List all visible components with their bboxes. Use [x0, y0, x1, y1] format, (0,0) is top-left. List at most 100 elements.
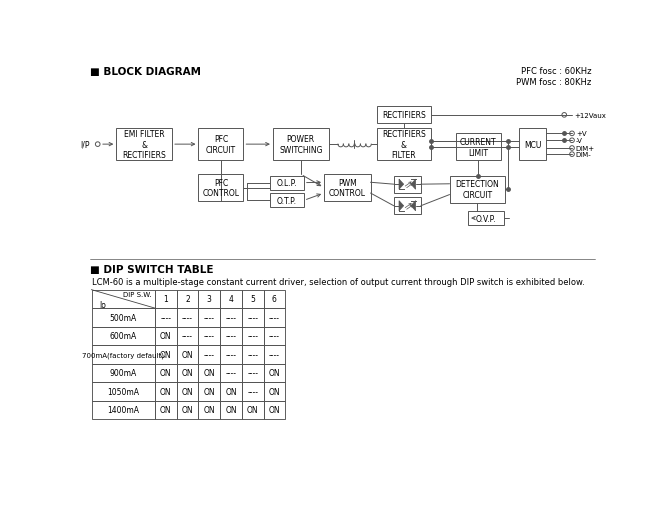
Text: 700mA(factory default): 700mA(factory default) — [82, 351, 164, 358]
Text: ----: ---- — [269, 313, 280, 322]
Bar — [220, 364, 242, 382]
Text: Io: Io — [100, 300, 107, 309]
Bar — [242, 401, 263, 419]
Bar — [155, 401, 177, 419]
Text: 6: 6 — [272, 295, 277, 304]
Bar — [220, 401, 242, 419]
Text: ON: ON — [160, 350, 172, 359]
Text: ----: ---- — [204, 313, 215, 322]
Bar — [177, 346, 198, 364]
Text: ON: ON — [204, 369, 215, 378]
Bar — [177, 364, 198, 382]
Text: ----: ---- — [204, 332, 215, 341]
Bar — [270, 194, 304, 208]
Text: ----: ---- — [226, 332, 237, 341]
Text: POWER
SWITCHING: POWER SWITCHING — [279, 135, 322, 155]
Text: DIM-: DIM- — [576, 152, 592, 158]
Text: CURRENT
LIMIT: CURRENT LIMIT — [460, 138, 496, 157]
Bar — [198, 382, 220, 401]
Bar — [220, 346, 242, 364]
Bar — [92, 346, 155, 364]
Text: RECTIFIERS: RECTIFIERS — [382, 111, 425, 120]
Bar — [263, 382, 285, 401]
Bar — [468, 212, 504, 225]
Bar — [92, 308, 155, 327]
Bar — [177, 382, 198, 401]
Text: 900mA: 900mA — [110, 369, 137, 378]
Bar — [155, 346, 177, 364]
Text: PFC
CIRCUIT: PFC CIRCUIT — [206, 135, 236, 155]
Bar — [242, 290, 263, 308]
Text: DIM+: DIM+ — [576, 146, 595, 152]
Bar — [324, 175, 371, 202]
Bar — [177, 401, 198, 419]
Bar — [450, 176, 505, 203]
Text: ----: ---- — [247, 369, 258, 378]
Text: O.T.P.: O.T.P. — [277, 196, 297, 206]
Text: 600mA: 600mA — [110, 332, 137, 341]
Bar — [92, 327, 155, 346]
Text: ----: ---- — [226, 313, 237, 322]
Bar — [198, 129, 243, 161]
Polygon shape — [411, 201, 415, 211]
Bar — [263, 364, 285, 382]
Text: 1: 1 — [163, 295, 168, 304]
Text: ----: ---- — [182, 332, 193, 341]
Text: ON: ON — [182, 406, 194, 414]
Bar — [242, 364, 263, 382]
Bar — [242, 346, 263, 364]
Text: 5: 5 — [251, 295, 255, 304]
Text: RECTIFIERS
&
FILTER: RECTIFIERS & FILTER — [382, 130, 425, 160]
Bar — [220, 290, 242, 308]
Bar — [198, 327, 220, 346]
Text: ----: ---- — [160, 313, 172, 322]
Bar — [394, 198, 421, 215]
Bar — [92, 290, 155, 308]
Bar — [220, 327, 242, 346]
Text: ----: ---- — [226, 369, 237, 378]
Text: ON: ON — [269, 406, 280, 414]
Bar — [263, 401, 285, 419]
Bar — [92, 364, 155, 382]
Text: ■ BLOCK DIAGRAM: ■ BLOCK DIAGRAM — [90, 67, 201, 77]
Text: +V: +V — [576, 131, 586, 137]
Text: ON: ON — [160, 369, 172, 378]
Text: ----: ---- — [269, 350, 280, 359]
Text: ----: ---- — [247, 332, 258, 341]
Text: ■ DIP SWITCH TABLE: ■ DIP SWITCH TABLE — [90, 265, 214, 275]
Text: EMI FILTER
&
RECTIFIERS: EMI FILTER & RECTIFIERS — [123, 130, 166, 160]
Text: ----: ---- — [204, 350, 215, 359]
Text: ON: ON — [247, 406, 259, 414]
Text: 3: 3 — [207, 295, 212, 304]
Text: O.L.P.: O.L.P. — [277, 179, 297, 188]
Text: ----: ---- — [247, 350, 258, 359]
Polygon shape — [399, 201, 403, 211]
Bar — [242, 308, 263, 327]
Bar — [263, 346, 285, 364]
Bar — [198, 401, 220, 419]
Text: ----: ---- — [182, 313, 193, 322]
Text: -V: -V — [576, 138, 583, 144]
Text: DETECTION
CIRCUIT: DETECTION CIRCUIT — [456, 180, 499, 200]
Text: PWM
CONTROL: PWM CONTROL — [329, 179, 366, 198]
Bar — [177, 327, 198, 346]
Polygon shape — [411, 180, 415, 190]
Bar — [377, 129, 431, 161]
Text: 500mA: 500mA — [110, 313, 137, 322]
Bar — [198, 290, 220, 308]
Bar — [394, 176, 421, 193]
Bar — [92, 382, 155, 401]
Bar — [220, 308, 242, 327]
Text: MCU: MCU — [524, 140, 541, 149]
Text: ON: ON — [225, 387, 237, 396]
Text: 4: 4 — [228, 295, 233, 304]
Bar — [198, 175, 243, 202]
Text: LCM-60 is a multiple-stage constant current driver, selection of output current : LCM-60 is a multiple-stage constant curr… — [92, 278, 584, 287]
Text: +12Vaux: +12Vaux — [574, 112, 606, 119]
Bar — [198, 308, 220, 327]
Bar — [177, 290, 198, 308]
Bar — [155, 308, 177, 327]
Bar — [263, 308, 285, 327]
Text: ----: ---- — [226, 350, 237, 359]
Text: PFC
CONTROL: PFC CONTROL — [202, 179, 239, 198]
